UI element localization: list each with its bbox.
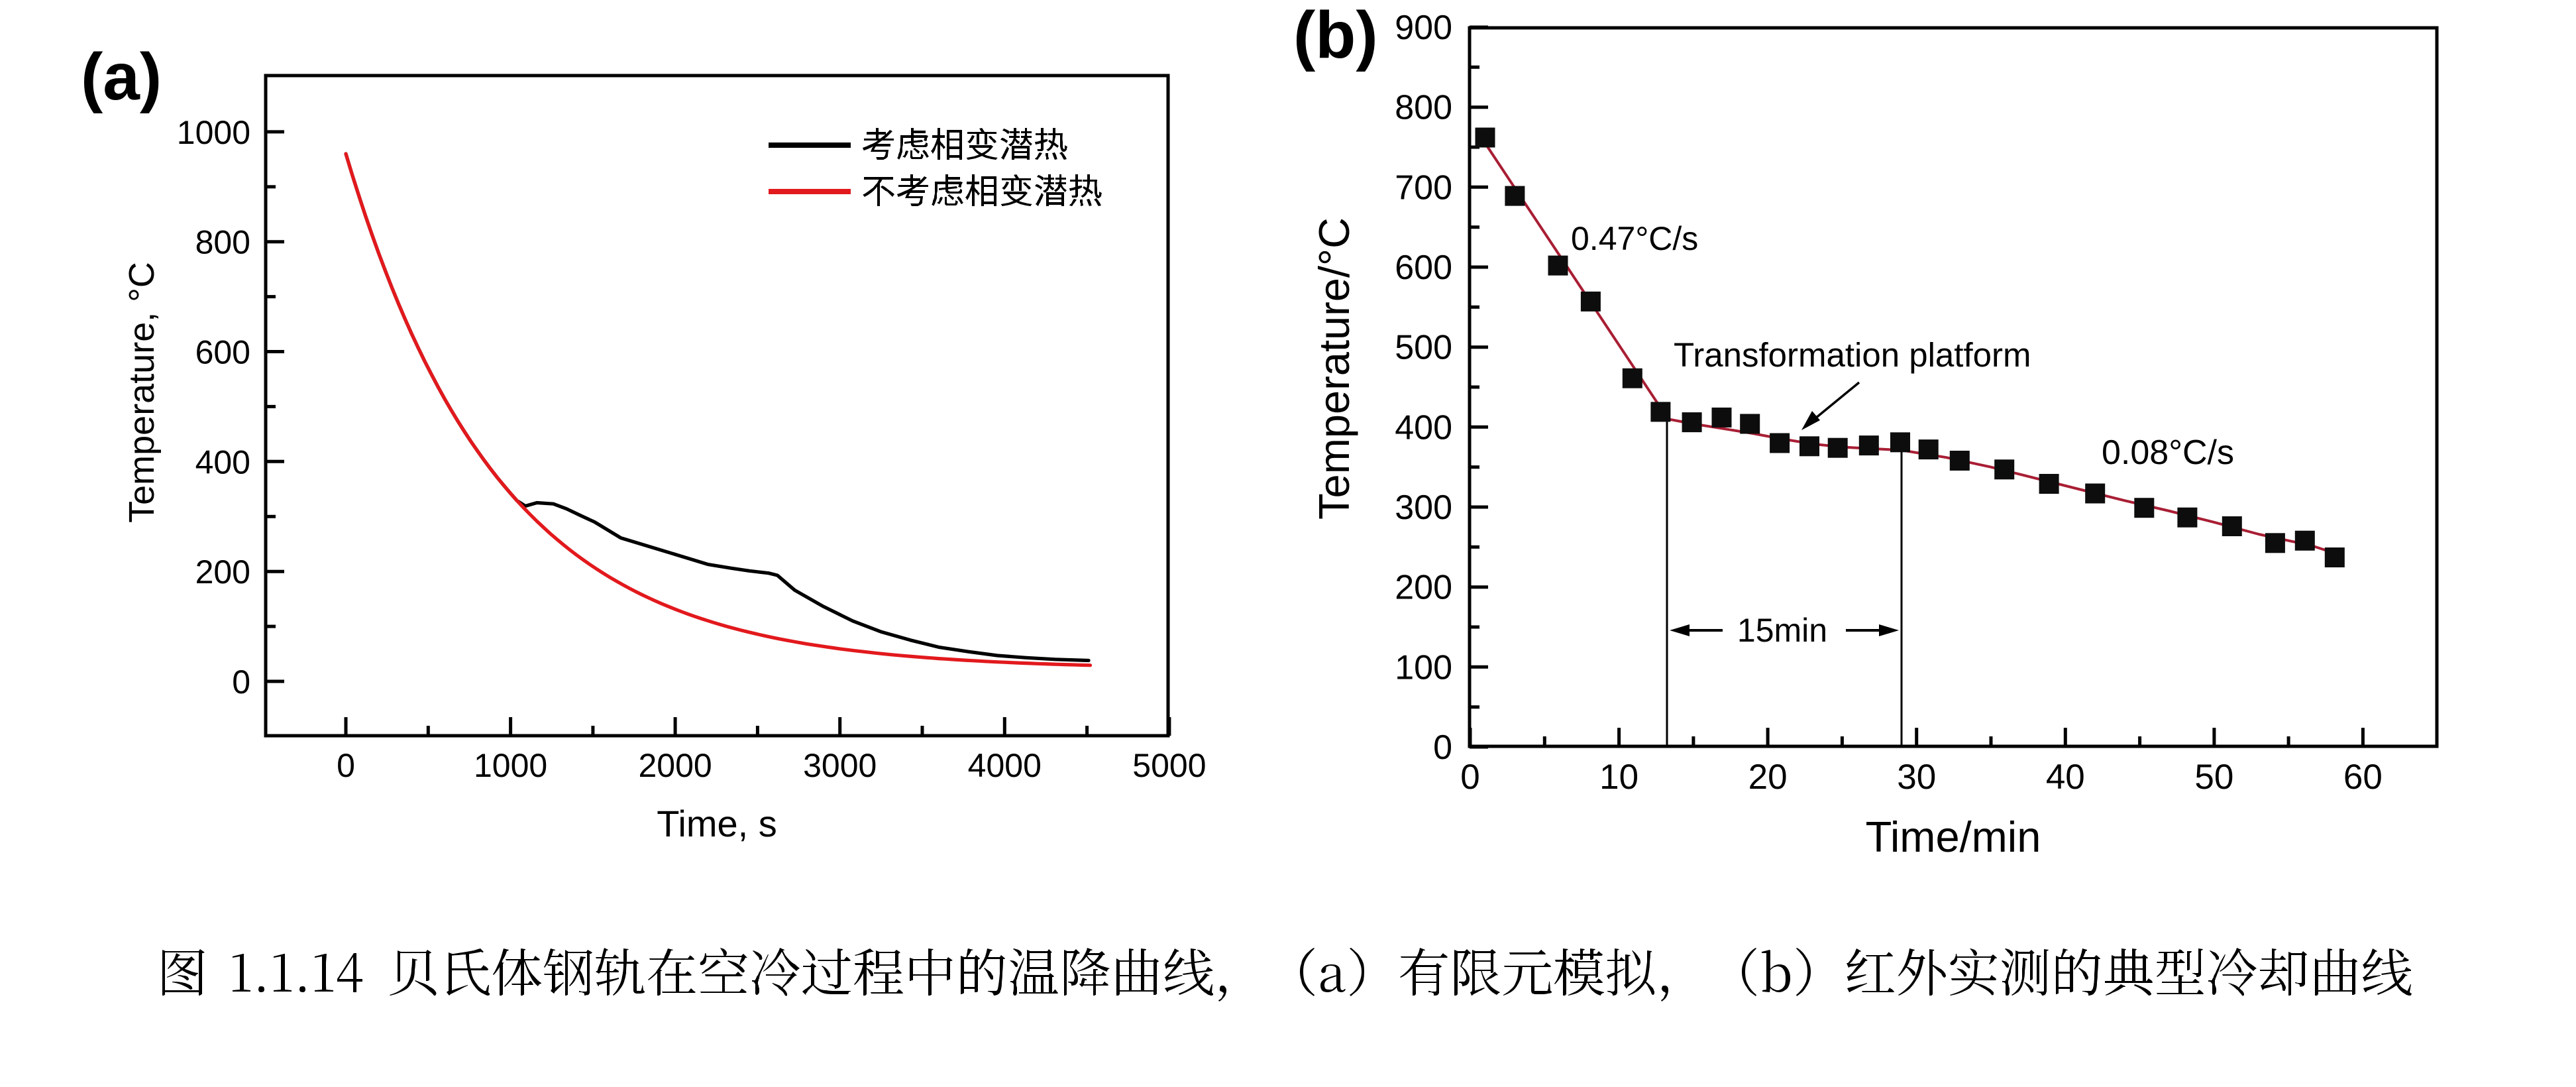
svg-text:4000: 4000 [968, 747, 1042, 784]
svg-text:500: 500 [1395, 329, 1452, 367]
svg-text:100: 100 [1395, 648, 1452, 687]
svg-text:200: 200 [1395, 569, 1452, 607]
svg-text:30: 30 [1897, 758, 1936, 797]
svg-text:(a): (a) [81, 40, 162, 114]
svg-text:(b): (b) [1293, 0, 1378, 72]
svg-text:15min: 15min [1737, 612, 1827, 649]
svg-text:20: 20 [1748, 758, 1788, 797]
svg-text:Temperature, °C: Temperature, °C [122, 262, 162, 523]
svg-text:Time, s: Time, s [657, 803, 777, 844]
svg-text:60: 60 [2343, 758, 2383, 797]
svg-text:400: 400 [1395, 408, 1452, 447]
svg-text:Transformation platform: Transformation platform [1674, 336, 2031, 374]
svg-text:0.47°C/s: 0.47°C/s [1571, 220, 1698, 257]
svg-text:800: 800 [1395, 89, 1452, 127]
svg-text:1000: 1000 [474, 747, 547, 784]
svg-text:0: 0 [1433, 728, 1452, 767]
svg-text:200: 200 [195, 553, 250, 591]
svg-text:0: 0 [1460, 758, 1479, 797]
svg-text:600: 600 [195, 334, 250, 371]
svg-text:600: 600 [1395, 249, 1452, 287]
svg-text:0: 0 [337, 747, 355, 784]
svg-text:2000: 2000 [638, 747, 712, 784]
svg-text:Temperature/°C: Temperature/°C [1310, 217, 1358, 520]
svg-text:1000: 1000 [177, 114, 250, 151]
svg-text:10: 10 [1599, 758, 1638, 797]
svg-text:400: 400 [195, 443, 250, 481]
svg-text:300: 300 [1395, 488, 1452, 527]
svg-text:3000: 3000 [803, 747, 877, 784]
svg-text:50: 50 [2194, 758, 2233, 797]
svg-text:40: 40 [2046, 758, 2085, 797]
svg-text:0: 0 [232, 663, 250, 701]
svg-text:0.08°C/s: 0.08°C/s [2102, 433, 2234, 472]
svg-text:900: 900 [1395, 9, 1452, 47]
svg-text:Time/min: Time/min [1866, 813, 2041, 861]
svg-text:700: 700 [1395, 168, 1452, 207]
svg-text:5000: 5000 [1132, 747, 1206, 784]
svg-text:800: 800 [195, 224, 250, 261]
